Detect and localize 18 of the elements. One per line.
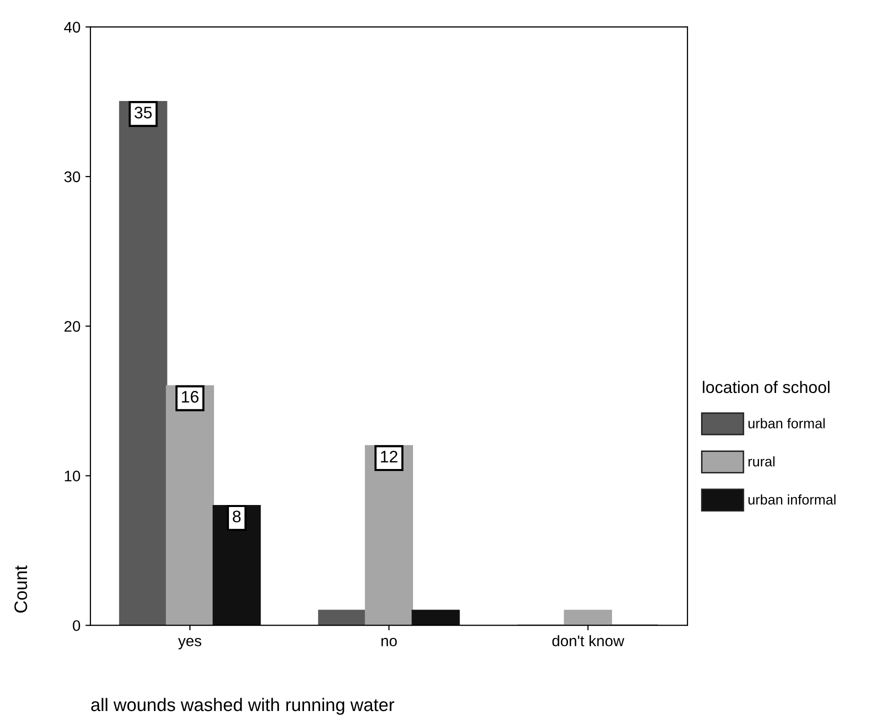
x-axis-title: all wounds washed with running water — [91, 698, 394, 715]
y-axis-title: Count — [14, 565, 28, 613]
legend-label: urban formal — [748, 418, 825, 428]
x-tick-label: don't know — [552, 635, 624, 646]
legend-label: rural — [748, 456, 774, 466]
y-tick-label: 40 — [64, 22, 80, 33]
y-tick-label: 0 — [72, 620, 80, 632]
data-label: 16 — [182, 390, 198, 403]
y-tick-label: 20 — [64, 321, 80, 332]
legend-title: location of school — [702, 380, 830, 394]
x-tick-label: no — [381, 638, 397, 646]
data-label: 35 — [134, 106, 152, 118]
y-tick-label: 30 — [64, 171, 80, 182]
data-label: 12 — [380, 450, 398, 462]
y-tick-label: 10 — [64, 470, 80, 482]
data-label: 8 — [232, 510, 241, 522]
legend-label: urban informal — [748, 494, 836, 505]
x-tick-label: yes — [178, 638, 202, 650]
